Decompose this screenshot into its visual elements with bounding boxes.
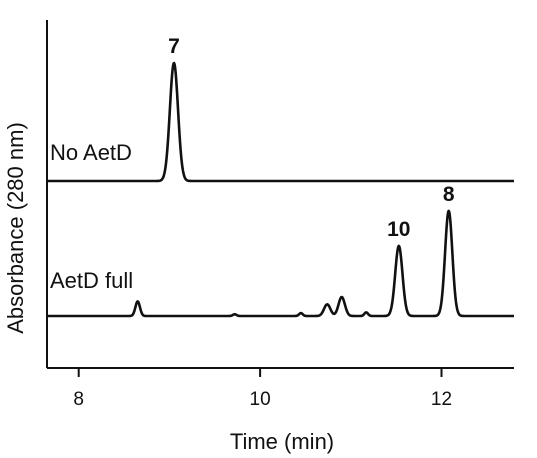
peak-label-8: 8 xyxy=(443,183,455,206)
peak-label-10: 10 xyxy=(387,218,410,241)
x-tick-label-8: 8 xyxy=(73,389,84,410)
x-axis-label: Time (min) xyxy=(230,429,334,454)
x-tick-label-12: 12 xyxy=(431,389,452,410)
axes: 8 10 12 Time (min) Absorbance (280 nm) xyxy=(3,20,514,454)
trace-group xyxy=(46,61,515,318)
peak-label-7: 7 xyxy=(168,35,180,58)
x-tick-label-10: 10 xyxy=(250,389,271,410)
trace-line-2 xyxy=(46,209,515,318)
y-axis-label: Absorbance (280 nm) xyxy=(3,122,28,334)
x-tick-group: 8 10 12 xyxy=(73,368,452,410)
trace-line-1 xyxy=(46,61,515,183)
trace-label-2: AetD full xyxy=(50,268,133,293)
trace-label-group: No AetD AetD full xyxy=(50,140,133,293)
trace-label-1: No AetD xyxy=(50,140,132,165)
peak-label-group: 7 10 8 xyxy=(168,35,455,241)
